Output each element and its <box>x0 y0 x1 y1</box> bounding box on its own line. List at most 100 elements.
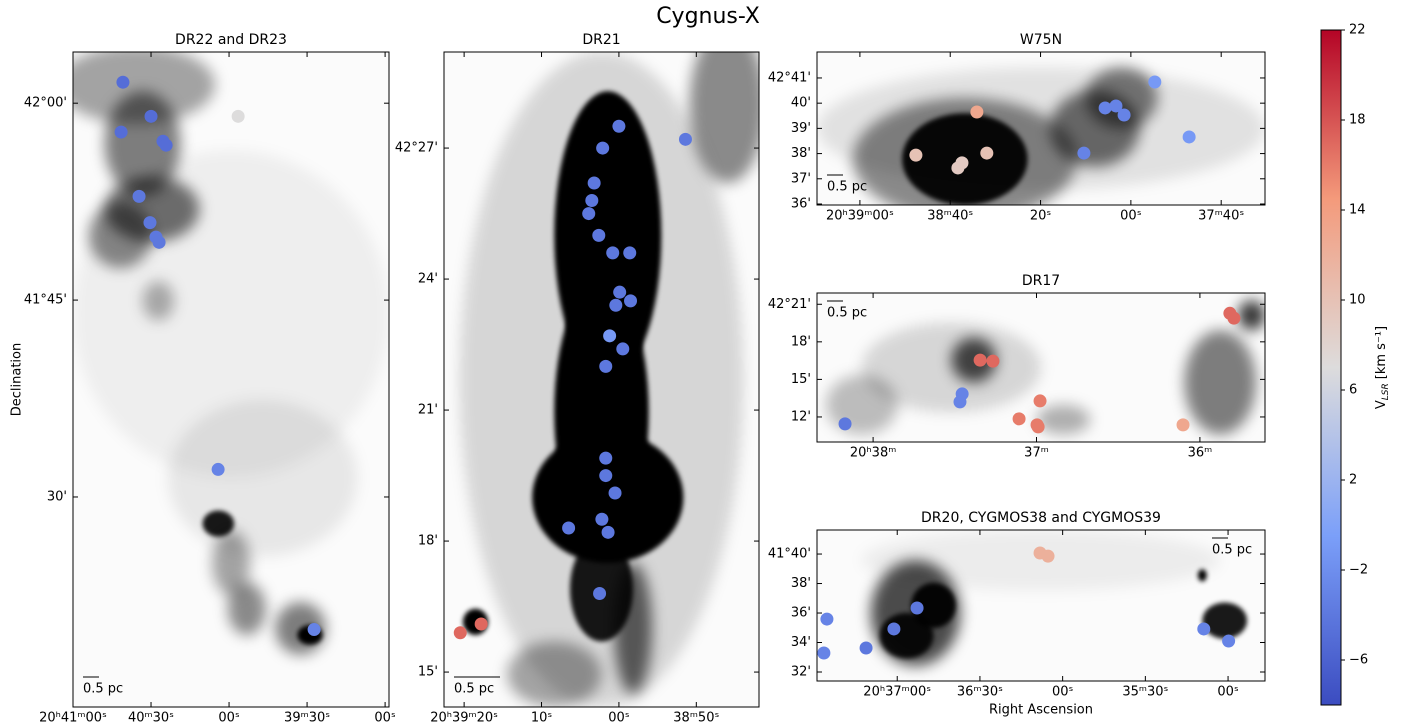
source <box>1117 108 1131 122</box>
x-tick-label: 37ᵐ <box>1024 446 1049 461</box>
x-tick-label: 39ᵐ30ˢ <box>284 711 330 726</box>
source <box>1031 420 1045 434</box>
points <box>114 75 321 637</box>
nebula <box>817 293 1265 442</box>
x-tick-label: 00ˢ <box>374 711 396 726</box>
source <box>613 285 627 299</box>
dust <box>614 562 652 694</box>
colorbar-tick-label: 2 <box>1349 473 1357 488</box>
panel-title: W75N <box>1020 32 1062 48</box>
x-tick-label: 20ˢ <box>1030 209 1052 224</box>
x-tick-label: 38ᵐ40ˢ <box>927 209 973 224</box>
y-tick-label: 36' <box>791 606 811 621</box>
source <box>593 586 607 600</box>
dust <box>1036 404 1091 435</box>
source <box>152 235 166 249</box>
y-tick-label: 30' <box>47 489 67 504</box>
colorbar-tick-label: 6 <box>1349 383 1357 398</box>
dust <box>817 67 1265 190</box>
colorbar-tick-label: 14 <box>1349 203 1366 218</box>
source <box>608 486 622 500</box>
source <box>603 329 617 343</box>
scale-bar-label: 0.5 pc <box>827 306 867 321</box>
source <box>211 462 225 476</box>
panel-title: DR20, CYGMOS38 and CYGMOS39 <box>921 510 1161 526</box>
source <box>859 641 873 655</box>
source <box>595 512 609 526</box>
source <box>838 417 852 431</box>
y-tick-label: 41°45' <box>24 293 67 308</box>
x-tick-label: 00ˢ <box>1052 685 1074 700</box>
y-tick-label: 38' <box>791 146 811 161</box>
source <box>980 146 994 160</box>
source <box>596 141 610 155</box>
source <box>1041 549 1055 563</box>
source <box>116 75 130 89</box>
source <box>562 521 576 535</box>
colorbar-label-part: LSR <box>1381 383 1391 400</box>
panel: DR21 20ʰ39ᵐ20ˢ 10ˢ 00ˢ 38ᵐ50ˢ 42°27' 24' 21' 18'… <box>395 32 760 726</box>
source <box>585 193 599 207</box>
y-tick-label: 15' <box>791 372 811 387</box>
source <box>1182 130 1196 144</box>
source <box>678 132 692 146</box>
scale-bar-label: 0.5 pc <box>827 180 867 195</box>
dust <box>825 374 898 435</box>
colorbar-tick-label: −2 <box>1349 563 1368 578</box>
colorbar-label-part: [km s⁻¹] <box>1374 326 1389 379</box>
x-axis-label: Right Ascension <box>989 703 1093 718</box>
x-tick-label: 20ʰ39ᵐ00ˢ <box>826 209 894 224</box>
x-tick-label: 36ᵐ <box>1188 446 1213 461</box>
source <box>623 246 637 260</box>
source <box>307 623 321 637</box>
source <box>599 359 613 373</box>
x-tick-label: 20ʰ38ᵐ <box>850 446 896 461</box>
source <box>144 109 158 123</box>
y-tick-label: 42°21' <box>768 297 811 312</box>
colorbar-tick-label: 10 <box>1349 293 1366 308</box>
y-tick-label: 18' <box>791 334 811 349</box>
y-tick-label: 42°00' <box>24 96 67 111</box>
source <box>601 525 615 539</box>
source <box>231 109 245 123</box>
figure-title: Cygnus-X <box>656 4 760 29</box>
panel: DR17 20ʰ38ᵐ 37ᵐ 36ᵐ 42°21' 18' 15' 12' 0.5 pc <box>768 273 1266 461</box>
source <box>1222 634 1236 648</box>
dust <box>1202 602 1248 639</box>
source <box>114 125 128 139</box>
source <box>612 119 626 133</box>
colorbar-label: VLSR [km s⁻¹] <box>1374 326 1391 409</box>
source <box>909 148 923 162</box>
nebula <box>73 52 389 707</box>
y-tick-label: 39' <box>791 121 811 136</box>
source <box>970 105 984 119</box>
source <box>1227 311 1241 325</box>
x-tick-label: 20ʰ41ᵐ00ˢ <box>39 711 107 726</box>
y-tick-label: 37' <box>791 171 811 186</box>
source <box>817 646 831 660</box>
source <box>159 138 173 152</box>
panel-title: DR21 <box>582 32 620 48</box>
dust <box>73 150 389 478</box>
dust <box>861 322 1041 413</box>
points <box>453 119 692 640</box>
source <box>1197 622 1211 636</box>
y-tick-label: 24' <box>418 272 438 287</box>
source <box>953 395 967 409</box>
x-tick-label: 10ˢ <box>531 711 553 726</box>
x-tick-label: 38ᵐ50ˢ <box>673 711 719 726</box>
y-tick-label: 32' <box>791 665 811 680</box>
y-tick-label: 40' <box>791 96 811 111</box>
y-tick-label: 12' <box>791 409 811 424</box>
y-tick-label: 34' <box>791 635 811 650</box>
y-tick-label: 38' <box>791 576 811 591</box>
x-tick-label: 00ˢ <box>1217 685 1239 700</box>
y-tick-label: 42°27' <box>395 141 438 156</box>
x-tick-label: 37ᵐ40ˢ <box>1198 209 1244 224</box>
source <box>887 622 901 636</box>
colorbar <box>1320 29 1342 706</box>
x-tick-label: 40ᵐ30ˢ <box>128 711 174 726</box>
panel: DR20, CYGMOS38 and CYGMOS39 20ʰ37ᵐ00ˢ 36ᵐ3… <box>768 510 1266 718</box>
panel-frame <box>72 51 390 708</box>
dust <box>507 641 602 707</box>
